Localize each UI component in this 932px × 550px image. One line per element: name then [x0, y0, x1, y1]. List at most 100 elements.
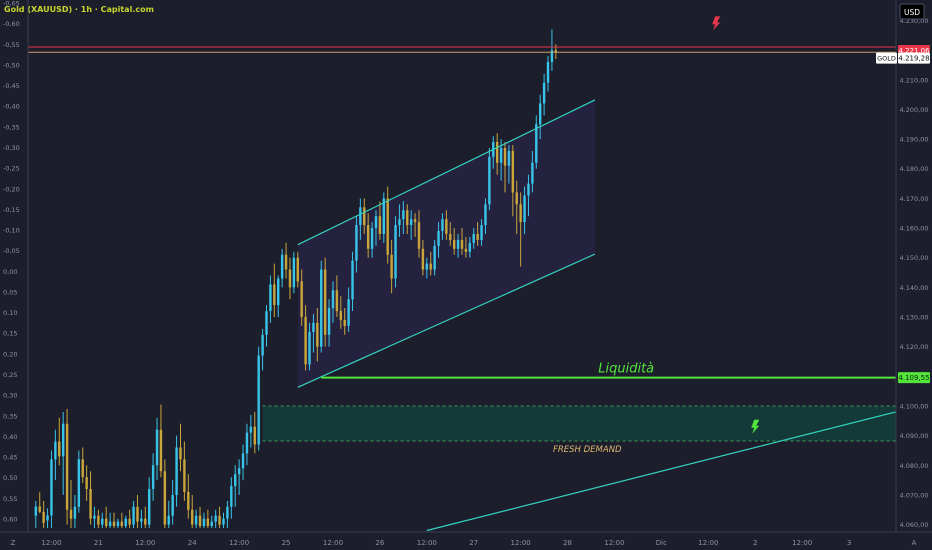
price-tick-label: 4.160,00 [900, 225, 929, 233]
candle-body [515, 192, 518, 205]
candle-body [394, 225, 397, 279]
candle-body [538, 103, 542, 125]
auto-scale-icon[interactable]: A [912, 539, 917, 547]
candle-body [237, 468, 241, 475]
candle-body [499, 147, 503, 163]
candle-body [437, 231, 440, 246]
currency-badge[interactable]: USD [899, 3, 925, 20]
candle-body [198, 515, 202, 527]
candle-body [320, 269, 323, 347]
chart-title: Gold (XAUUSD) · 1h · Capital.com [4, 5, 154, 14]
candle-body [409, 219, 413, 226]
candle-body [503, 147, 507, 166]
candle-body [378, 216, 382, 234]
demand-zone[interactable]: FRESH DEMAND [262, 405, 896, 455]
percent-tick-label: 0,45 [3, 454, 17, 462]
liquidity-price-tag: 4.109,55 [898, 372, 930, 384]
price-tick-label: 4.230,00 [900, 17, 929, 25]
candle-body [77, 459, 81, 507]
candle-body [54, 441, 57, 460]
candle-body [226, 506, 229, 519]
candle-body [288, 269, 292, 288]
candle-body [124, 518, 127, 527]
candle-body [194, 515, 198, 525]
percent-tick-label: 0,35 [3, 412, 17, 420]
percent-tick-label: 0,40 [3, 433, 17, 441]
price-tick-label: 4.200,00 [900, 106, 929, 114]
percent-tick-label: -0,40 [3, 103, 20, 111]
price-tick-label: 4.070,00 [900, 491, 929, 499]
time-axis[interactable]: 12:00 21 12:00 24 12:00 25 12:00 26 12:00 27 12:00… [41, 539, 851, 547]
candle-body [343, 319, 346, 326]
candle-body [163, 471, 167, 525]
candle-body [159, 429, 163, 472]
candle-body [300, 281, 303, 318]
demand-zone-fill [262, 405, 896, 441]
candle-body [85, 477, 88, 490]
time-tick-label: 12:00 [229, 539, 249, 547]
time-tick-label: 25 [282, 539, 291, 547]
price-tick-label: 4.100,00 [900, 402, 929, 410]
candle-body [460, 239, 464, 249]
candle-body [210, 521, 213, 527]
candle-body [386, 198, 389, 255]
candle-body [58, 441, 61, 457]
candle-body [511, 150, 515, 193]
channel-lower-line[interactable] [297, 253, 596, 388]
candle-body [93, 515, 96, 519]
time-tick-label: 3 [847, 539, 851, 547]
percent-tick-label: 0,05 [3, 288, 17, 296]
liquidity-price-tag-value: 4.109,55 [898, 374, 929, 382]
candle-body [421, 248, 425, 270]
candle-body [449, 233, 452, 240]
percent-tick-label: -0,20 [3, 185, 20, 193]
candle-body [316, 322, 319, 347]
candle-body [355, 225, 358, 261]
candle-body [417, 222, 421, 249]
right-axis-panel [896, 0, 932, 550]
candle-body [73, 506, 77, 519]
candle-body [304, 317, 307, 365]
price-tick-label: 4.140,00 [900, 284, 929, 292]
red-price-tag-value: 4.221,06 [898, 47, 930, 55]
price-tick-label: 4.080,00 [900, 462, 929, 470]
price-tick-label: 4.120,00 [900, 343, 929, 351]
percent-tick-label: 0,15 [3, 330, 17, 338]
candle-body [277, 278, 280, 306]
candle-body [253, 426, 256, 445]
candle-body [46, 515, 49, 521]
sell-signal-bolt-icon [712, 16, 721, 31]
candle-body [535, 124, 538, 163]
percent-tick-label: -0,25 [3, 165, 20, 173]
candle-body [484, 204, 487, 226]
candle-body [269, 284, 272, 312]
time-tick-label: 12:00 [792, 539, 812, 547]
percent-tick-label: -0,05 [3, 247, 20, 255]
time-tick-label: 27 [469, 539, 478, 547]
percent-tick-label: -0,10 [3, 227, 20, 235]
channel-upper-line[interactable] [297, 99, 596, 246]
candle-body [523, 195, 526, 223]
candle-body [65, 423, 69, 510]
candle-body [167, 515, 170, 525]
percent-tick-label: -0,45 [3, 82, 20, 90]
candle-body [147, 489, 151, 525]
candle-body [495, 142, 499, 163]
price-tick-label: 4.150,00 [900, 254, 929, 262]
candle-body [488, 156, 491, 205]
support-trendline[interactable] [426, 411, 897, 532]
candle-body [69, 509, 73, 519]
candle-body [441, 219, 444, 232]
time-tick-label: 26 [375, 539, 384, 547]
zoom-icon[interactable]: Z [11, 539, 16, 547]
price-tick-label: 4.180,00 [900, 165, 929, 173]
candle-body [108, 521, 112, 527]
time-tick-label: 24 [188, 539, 197, 547]
candle-body [519, 204, 522, 223]
buy-signal-bolt-icon [751, 419, 760, 434]
channel-highlight [297, 99, 595, 388]
percent-tick-label: -0,35 [3, 123, 20, 131]
time-tick-label: 28 [563, 539, 572, 547]
time-tick-label: 2 [753, 539, 757, 547]
